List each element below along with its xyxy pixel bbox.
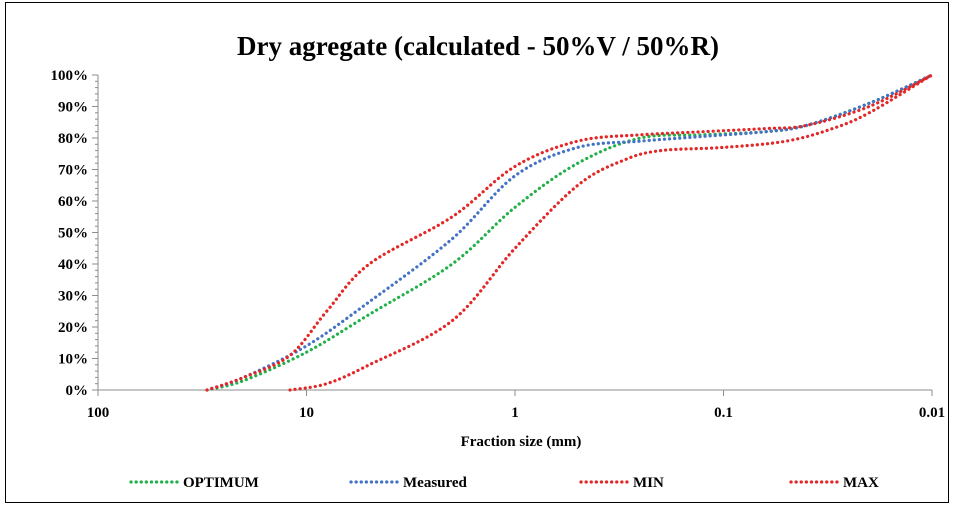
chart-frame: Dry agregate (calculated - 50%V / 50%R) … xyxy=(5,2,949,503)
y-tick-label: 10% xyxy=(58,352,88,368)
x-axis-label: Fraction size (mm) xyxy=(461,434,582,450)
y-tick-label: 30% xyxy=(58,289,88,305)
y-tick-label: 70% xyxy=(58,163,88,179)
y-tick-label: 100% xyxy=(51,68,89,84)
axes: 0% 10% 20% 30% 40% 50% 60% 70% 80% 90% 100% 100 10 1 0… xyxy=(51,68,946,421)
y-tick-label: 40% xyxy=(58,257,88,273)
legend-item-measured: Measured xyxy=(349,475,468,491)
y-tick-label: 80% xyxy=(58,131,88,147)
x-tick-label: 0.1 xyxy=(714,405,733,421)
y-tick-label: 90% xyxy=(58,100,88,116)
chart-svg: Dry agregate (calculated - 50%V / 50%R) … xyxy=(51,31,946,491)
legend-label: OPTIMUM xyxy=(183,475,259,491)
chart-title: Dry agregate (calculated - 50%V / 50%R) xyxy=(237,31,719,61)
series-line-max xyxy=(288,73,934,392)
legend-item-min: MIN xyxy=(579,475,664,491)
series-line-min xyxy=(205,73,934,392)
legend-label: Measured xyxy=(403,475,468,491)
x-tick-label: 10 xyxy=(299,405,314,421)
y-tick-label: 0% xyxy=(66,383,89,399)
legend: OPTIMUM Measured MIN MAX xyxy=(129,475,879,491)
legend-item-max: MAX xyxy=(789,475,879,491)
legend-label: MIN xyxy=(633,475,664,491)
y-tick-label: 50% xyxy=(58,226,88,242)
x-tick-label: 0.01 xyxy=(919,405,945,421)
legend-label: MAX xyxy=(843,475,879,491)
series-line-measured xyxy=(205,73,934,392)
y-tick-label: 60% xyxy=(58,194,88,210)
legend-item-optimum: OPTIMUM xyxy=(129,475,259,491)
series-lines xyxy=(205,73,934,392)
x-tick-label: 1 xyxy=(511,405,519,421)
x-tick-label: 100 xyxy=(87,405,110,421)
y-tick-label: 20% xyxy=(58,320,88,336)
series-line-optimum xyxy=(205,73,934,392)
